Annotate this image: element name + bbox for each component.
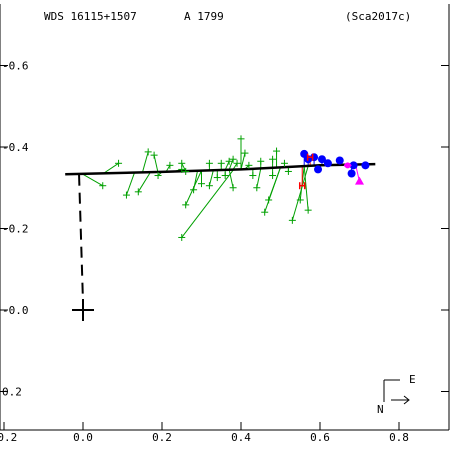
- observation-point: [233, 159, 241, 167]
- speckle-point: [347, 169, 356, 178]
- observation-point: [205, 159, 213, 167]
- residual-line: [240, 152, 246, 170]
- observation-point: [144, 148, 152, 156]
- observation-point: [249, 172, 257, 180]
- observation-point: [213, 174, 221, 182]
- residual-line: [291, 166, 309, 221]
- discoverer: A 1799: [184, 10, 224, 23]
- observation-point: [269, 172, 277, 180]
- observation-point: [253, 184, 261, 192]
- residual-line: [82, 173, 104, 187]
- observation-point: [221, 172, 229, 180]
- speckle-point: [314, 165, 323, 174]
- x-tick-label: 0.0: [73, 431, 93, 444]
- tick-labels: -0.2 0.0 0.2 0.4 0.6 0.8 -0.6 -0.4 -0.2 -0.0 0.2: [0, 60, 409, 445]
- primary-star-marker: [72, 299, 94, 321]
- observation-point: [229, 155, 237, 163]
- observation-point: [257, 157, 265, 165]
- observation-point: [178, 233, 186, 241]
- y-tick-label: -0.4: [2, 141, 29, 154]
- x-tick-label: -0.2: [0, 431, 17, 444]
- observation-point: [99, 182, 107, 190]
- hipparcos-point: [298, 182, 306, 190]
- residual-line: [224, 161, 230, 171]
- observation-point: [304, 206, 312, 214]
- observation-point: [122, 191, 130, 199]
- observation-point: [115, 159, 123, 167]
- x-tick-label: 0.4: [231, 431, 251, 444]
- observation-point: [280, 159, 288, 167]
- reference-triangle: [355, 176, 364, 185]
- observation-point: [241, 149, 249, 157]
- observation-point: [269, 155, 277, 163]
- observation-point: [182, 201, 190, 209]
- residual-line: [303, 166, 309, 211]
- observation-point: [150, 151, 158, 159]
- observation-point: [284, 167, 292, 175]
- reference: (Sca2017c): [345, 10, 411, 23]
- observation-point: [134, 188, 142, 196]
- observation-point: [198, 180, 205, 188]
- tick-marks: [0, 65, 449, 430]
- y-tick-label: -0.6: [2, 60, 29, 73]
- speckle-point: [317, 155, 326, 164]
- periastron-line: [78, 174, 84, 302]
- axes: [0, 4, 450, 431]
- residual-line: [141, 151, 149, 174]
- observation-point: [229, 184, 237, 192]
- residual-line: [256, 168, 262, 188]
- speckle-point: [361, 161, 370, 170]
- observation-point: [237, 135, 245, 143]
- north-label: N: [377, 403, 384, 416]
- y-tick-label: -0.2: [2, 223, 29, 236]
- observation-point: [205, 182, 213, 190]
- residual-line: [181, 169, 234, 238]
- observation-point: [166, 161, 174, 169]
- observation-point: [288, 216, 296, 224]
- east-arrow-icon: [403, 395, 410, 405]
- observation-point: [182, 167, 190, 175]
- observation-point: [265, 196, 273, 204]
- hipparcos-point: [306, 153, 314, 161]
- observation-points: [99, 135, 370, 241]
- y-tick-label: -0.0: [2, 304, 29, 317]
- reference-point: [343, 162, 352, 169]
- observation-point: [178, 165, 186, 173]
- residual-line: [193, 170, 199, 190]
- observation-point: [245, 161, 253, 169]
- x-tick-label: 0.8: [389, 431, 409, 444]
- east-label: E: [409, 373, 416, 386]
- residual-line: [208, 170, 214, 186]
- speckle-point: [323, 159, 332, 168]
- residual-line: [125, 172, 135, 196]
- x-tick-label: 0.2: [152, 431, 172, 444]
- observation-point: [273, 147, 281, 155]
- orientation-indicator: E N: [377, 373, 416, 416]
- residual-line: [268, 167, 281, 201]
- wds-id: WDS 16115+1507: [44, 10, 137, 23]
- observation-point: [178, 159, 186, 167]
- speckle-point: [349, 161, 358, 170]
- residual-line: [153, 155, 159, 173]
- observation-point: [217, 159, 225, 167]
- y-tick-label: 0.2: [2, 386, 22, 399]
- observation-point: [296, 196, 304, 204]
- residual-line: [228, 169, 234, 188]
- observation-point: [154, 172, 162, 180]
- observation-point: [190, 186, 198, 194]
- speckle-point: [335, 156, 344, 165]
- residual-lines: [82, 138, 366, 238]
- x-tick-label: 0.6: [310, 431, 330, 444]
- residual-line: [137, 172, 151, 193]
- observation-point: [261, 208, 269, 216]
- observation-point: [225, 157, 233, 165]
